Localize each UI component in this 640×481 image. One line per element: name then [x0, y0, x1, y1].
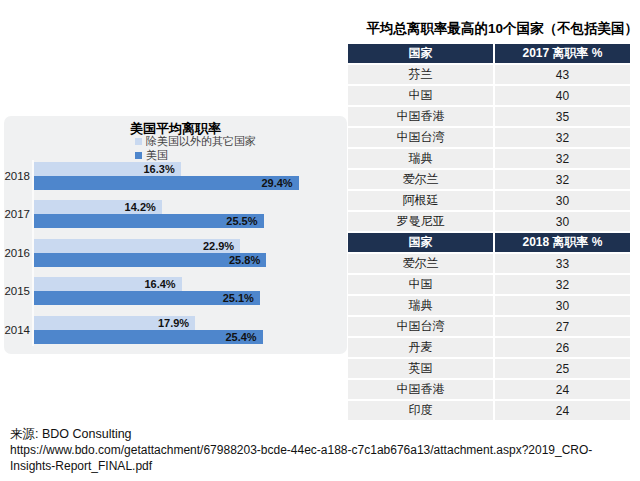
table-row: 中国40 — [348, 86, 630, 105]
table-row: 瑞典32 — [348, 149, 630, 168]
table-row: 爱尔兰32 — [348, 170, 630, 189]
table-cell-country: 罗曼尼亚 — [348, 212, 493, 231]
table-row: 中国台湾32 — [348, 128, 630, 147]
bar-value-label: 25.5% — [226, 214, 257, 228]
table-cell-country: 中国台湾 — [348, 128, 493, 147]
category-label: 2017 — [4, 207, 30, 221]
table-cell-rate: 43 — [493, 65, 630, 84]
table-row: 爱尔兰33 — [348, 254, 630, 273]
table-cell-country: 爱尔兰 — [348, 170, 493, 189]
table-header-cell: 2018 离职率 % — [493, 233, 630, 252]
table-cell-rate: 24 — [493, 380, 630, 399]
bar-value-label: 16.3% — [143, 162, 174, 176]
table-cell-rate: 32 — [493, 149, 630, 168]
table-row: 丹麦26 — [348, 338, 630, 357]
table-cell-country: 中国香港 — [348, 380, 493, 399]
bar-us: 29.4% — [34, 176, 299, 190]
bar-us: 25.5% — [34, 214, 264, 228]
bar-value-label: 25.4% — [225, 330, 256, 344]
bar-other-countries: 17.9% — [34, 316, 195, 330]
source-url-line-2: Insights-Report_FINAL.pdf — [10, 459, 630, 475]
table-row: 中国香港24 — [348, 380, 630, 399]
table-cell-rate: 35 — [493, 107, 630, 126]
table-cell-rate: 32 — [493, 275, 630, 294]
table-row: 罗曼尼亚30 — [348, 212, 630, 231]
bar-value-label: 17.9% — [158, 316, 189, 330]
tables-title: 平均总离职率最高的10个国家（不包括美国） — [350, 20, 638, 38]
bar-value-label: 29.4% — [261, 176, 292, 190]
table-cell-country: 中国台湾 — [348, 317, 493, 336]
table-cell-rate: 33 — [493, 254, 630, 273]
table-cell-country: 丹麦 — [348, 338, 493, 357]
bar-other-countries: 16.3% — [34, 162, 181, 176]
category-label: 2018 — [4, 169, 30, 183]
source-url-line-1: https://www.bdo.com/getattachment/679882… — [10, 443, 630, 459]
table-cell-country: 中国 — [348, 86, 493, 105]
country-table-2018: 国家2018 离职率 %爱尔兰33中国32瑞典30中国台湾27丹麦26英国25中… — [348, 233, 630, 420]
table-cell-country: 芬兰 — [348, 65, 493, 84]
bar-value-label: 22.9% — [203, 239, 234, 253]
table-cell-rate: 32 — [493, 170, 630, 189]
table-header-cell: 国家 — [348, 44, 493, 63]
bar-plot: 201816.3%29.4%201714.2%25.5%201622.9%25.… — [4, 116, 347, 354]
country-tables: 国家2017 离职率 %芬兰43中国40中国香港35中国台湾32瑞典32爱尔兰3… — [348, 44, 630, 420]
table-row: 芬兰43 — [348, 65, 630, 84]
bar-value-label: 25.8% — [229, 253, 260, 267]
bar-other-countries: 14.2% — [34, 200, 162, 214]
bar-other-countries: 22.9% — [34, 239, 240, 253]
table-row: 中国香港35 — [348, 107, 630, 126]
table-row: 瑞典30 — [348, 296, 630, 315]
table-cell-country: 瑞典 — [348, 296, 493, 315]
table-cell-country: 中国 — [348, 275, 493, 294]
slide: 平均总离职率最高的10个国家（不包括美国） 美国平均离职率 除美国以外的其它国家… — [0, 0, 640, 481]
category-label: 2015 — [4, 284, 30, 298]
table-cell-rate: 25 — [493, 359, 630, 378]
table-cell-country: 瑞典 — [348, 149, 493, 168]
bar-us: 25.1% — [34, 291, 260, 305]
table-cell-country: 爱尔兰 — [348, 254, 493, 273]
table-row: 中国台湾27 — [348, 317, 630, 336]
bar-us: 25.8% — [34, 253, 266, 267]
bar-value-label: 25.1% — [223, 291, 254, 305]
table-header-cell: 国家 — [348, 233, 493, 252]
table-cell-rate: 27 — [493, 317, 630, 336]
table-header-cell: 2017 离职率 % — [493, 44, 630, 63]
table-row: 英国25 — [348, 359, 630, 378]
table-cell-rate: 24 — [493, 401, 630, 420]
country-table-2017: 国家2017 离职率 %芬兰43中国40中国香港35中国台湾32瑞典32爱尔兰3… — [348, 44, 630, 231]
source-footer: 来源: BDO Consulting https://www.bdo.com/g… — [10, 426, 630, 474]
table-cell-rate: 26 — [493, 338, 630, 357]
table-row: 中国32 — [348, 275, 630, 294]
table-cell-rate: 30 — [493, 191, 630, 210]
bar-value-label: 16.4% — [144, 277, 175, 291]
table-cell-rate: 40 — [493, 86, 630, 105]
source-label: 来源: BDO Consulting — [10, 426, 630, 443]
table-cell-rate: 30 — [493, 212, 630, 231]
table-cell-country: 印度 — [348, 401, 493, 420]
table-cell-rate: 30 — [493, 296, 630, 315]
table-row: 阿根廷30 — [348, 191, 630, 210]
category-label: 2016 — [4, 246, 30, 260]
table-header-row: 国家2017 离职率 % — [348, 44, 630, 63]
us-turnover-chart-panel: 美国平均离职率 除美国以外的其它国家美国 201816.3%29.4%20171… — [4, 116, 347, 354]
table-row: 印度24 — [348, 401, 630, 420]
table-cell-country: 中国香港 — [348, 107, 493, 126]
table-cell-rate: 32 — [493, 128, 630, 147]
table-cell-country: 阿根廷 — [348, 191, 493, 210]
category-label: 2014 — [4, 323, 30, 337]
bar-other-countries: 16.4% — [34, 277, 182, 291]
bar-value-label: 14.2% — [125, 200, 156, 214]
bar-us: 25.4% — [34, 330, 263, 344]
table-cell-country: 英国 — [348, 359, 493, 378]
table-header-row: 国家2018 离职率 % — [348, 233, 630, 252]
